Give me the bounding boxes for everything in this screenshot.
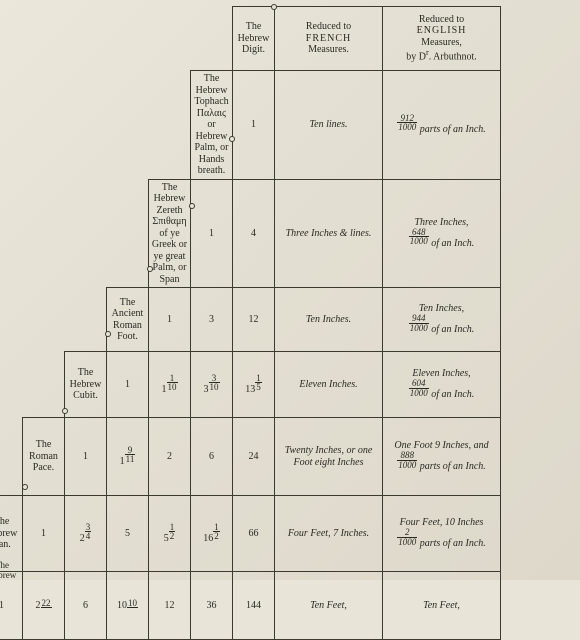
stair-dot-icon (147, 266, 153, 272)
cell-r5-c3: 1 (107, 352, 149, 418)
label-pace: The Roman Pace. (23, 418, 65, 496)
cell-r5-c4: 1110 (149, 352, 191, 418)
cell-r7-c5: 1612 (191, 496, 233, 572)
cell-r8-c5: 36 (191, 572, 233, 640)
cell-r4-c5: 3 (191, 288, 233, 352)
cell-r8-c0: 1 (0, 572, 23, 640)
cell-r2-english: 9121000 parts of an Inch. (383, 71, 501, 180)
cell-r4-english: Ten Inches, 9441000 of an Inch. (383, 288, 501, 352)
cell-r5-c5: 3310 (191, 352, 233, 418)
cell-r7-c4: 512 (149, 496, 191, 572)
cell-r8-english: Ten Feet, (383, 572, 501, 640)
cell-r8-french: Ten Feet, (275, 572, 383, 640)
cell-r5-c6: 1315 (233, 352, 275, 418)
label-cubit: The Hebrew Cubit. (65, 352, 107, 418)
cell-r5-english: Eleven Inches, 6041000 of an Inch. (383, 352, 501, 418)
cell-r3-c5: 1 (191, 179, 233, 288)
label-tophach: The Hebrew Tophach Παλαιϛ or Hebrew Palm… (191, 71, 233, 180)
cell-r8-c3: 1010 (107, 572, 149, 640)
cell-r6-c2: 1 (65, 418, 107, 496)
header-french: Reduced toFRENCHMeasures. (275, 7, 383, 71)
cell-r7-c6: 66 (233, 496, 275, 572)
stair-dot-icon (229, 136, 235, 142)
cell-r5-french: Eleven Inches. (275, 352, 383, 418)
stair-dot-icon (271, 4, 277, 10)
measures-table: The Hebrew Digit. Reduced toFRENCHMeasur… (0, 6, 501, 640)
label-hebrew-partial: The Hebrew (0, 560, 22, 580)
cell-r6-c6: 24 (233, 418, 275, 496)
stair-dot-icon (62, 408, 68, 414)
label-romanfoot: The Ancient Roman Foot. (107, 288, 149, 352)
label-zereth: The Hebrew Zereth Σπιθαμη of ye Greek or… (149, 179, 191, 288)
cell-r4-french: Ten Inches. (275, 288, 383, 352)
cell-r8-c1: 222 (23, 572, 65, 640)
cell-r3-french: Three Inches & lines. (275, 179, 383, 288)
cell-r7-c3: 5 (107, 496, 149, 572)
cell-r2-c6: 1 (233, 71, 275, 180)
stair-dot-icon (105, 331, 111, 337)
cell-r6-c4: 2 (149, 418, 191, 496)
cell-r7-c2: 234 (65, 496, 107, 572)
cell-r4-c6: 12 (233, 288, 275, 352)
cell-r7-french: Four Feet, 7 Inches. (275, 496, 383, 572)
cell-r2-french: Ten lines. (275, 71, 383, 180)
cell-r3-english: Three Inches, 6481000 of an Inch. (383, 179, 501, 288)
cell-r3-c6: 4 (233, 179, 275, 288)
stair-dot-icon (22, 484, 28, 490)
cell-r8-c2: 6 (65, 572, 107, 640)
cell-r6-c3: 1911 (107, 418, 149, 496)
cell-r8-c4: 12 (149, 572, 191, 640)
cell-r4-c4: 1 (149, 288, 191, 352)
cell-r7-english: Four Feet, 10 Inches 21000 parts of an I… (383, 496, 501, 572)
cell-r6-french: Twenty Inches, or one Foot eight Inches (275, 418, 383, 496)
cell-r6-c5: 6 (191, 418, 233, 496)
cell-r7-c1: 1 (23, 496, 65, 572)
stair-dot-icon (189, 203, 195, 209)
cell-r6-english: One Foot 9 Inches, and 8881000 parts of … (383, 418, 501, 496)
header-digit: The Hebrew Digit. (233, 7, 275, 71)
cell-r8-c6: 144 (233, 572, 275, 640)
header-english: Reduced toENGLISHMeasures,by Dr. Arbuthn… (383, 7, 501, 71)
